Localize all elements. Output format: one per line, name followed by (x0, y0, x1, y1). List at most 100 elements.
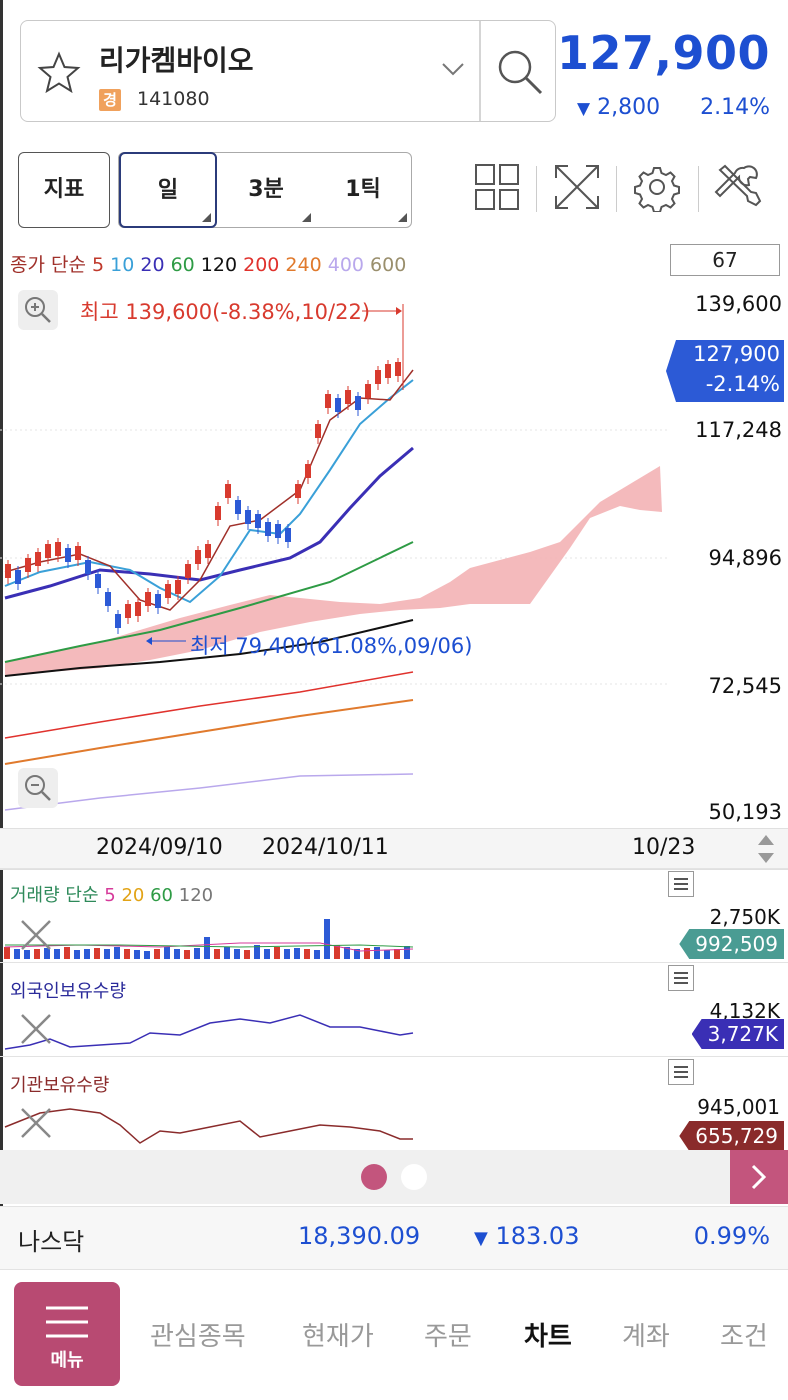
institution-holdings-panel[interactable]: 기관보유수량 945,001 655,729 (0, 1056, 788, 1151)
price-chart[interactable] (0, 280, 668, 828)
volume-bar (94, 948, 100, 959)
next-page-button[interactable] (730, 1150, 788, 1204)
period-3min-button[interactable]: 3분 (217, 153, 315, 226)
search-icon[interactable] (495, 47, 545, 101)
page-indicator (0, 1150, 788, 1204)
date-axis[interactable]: 2024/09/10 2024/10/11 10/23 (0, 828, 788, 870)
period-1tick-label: 1틱 (345, 177, 381, 202)
ma-legend[interactable]: 종가 단순 5 10 20 60 120 200 240 400 600 (10, 250, 406, 277)
panel-menu-icon[interactable] (668, 871, 694, 897)
panel-menu-icon[interactable] (668, 965, 694, 991)
candle-body (35, 552, 41, 566)
nav-chart[interactable]: 차트 (524, 1322, 572, 1352)
volume-period-5[interactable]: 5 (104, 885, 116, 906)
gear-icon[interactable] (634, 162, 680, 216)
institution-current: 655,729 (679, 1121, 784, 1151)
volume-period-list: 5 20 60 120 (104, 885, 213, 906)
volume-bar (344, 947, 350, 959)
candle-body (135, 602, 141, 616)
candle-body (75, 546, 81, 560)
nav-current-price[interactable]: 현재가 (302, 1322, 374, 1352)
bottom-navigation (0, 1270, 788, 1400)
volume-panel[interactable]: 거래량 단순 5 20 60 120 2,750K 992,509 (0, 868, 788, 961)
candle-body (165, 584, 171, 598)
close-panel-icon[interactable] (18, 1105, 54, 1145)
index-ticker[interactable] (0, 1206, 788, 1270)
volume-period-20[interactable]: 20 (115, 885, 145, 906)
stock-search-box[interactable]: 리가켐바이오 경 141080 (20, 20, 556, 122)
ma-period-5[interactable]: 5 (92, 254, 105, 276)
zoom-in-icon[interactable] (18, 290, 58, 334)
volume-bar (274, 947, 280, 959)
close-panel-icon[interactable] (18, 1011, 54, 1051)
foreign-holdings-panel[interactable]: 외국인보유수량 4,132K 3,727K (0, 962, 788, 1055)
volume-title: 거래량 (10, 885, 60, 906)
favorite-star-icon[interactable] (37, 51, 81, 99)
candle-body (245, 510, 251, 524)
institution-chart (4, 1108, 413, 1144)
candle-body (125, 604, 131, 618)
volume-bar (204, 937, 210, 959)
volume-period-120[interactable]: 120 (173, 885, 214, 906)
volume-bar (144, 951, 150, 959)
page-dot[interactable] (401, 1164, 427, 1190)
ma-counter[interactable]: 67 (670, 244, 780, 276)
fullscreen-icon[interactable] (552, 162, 602, 216)
ma-period-60[interactable]: 60 (164, 254, 195, 276)
volume-period-60[interactable]: 60 (144, 885, 174, 906)
market-badge: 경 (99, 89, 121, 111)
stock-name[interactable]: 리가켐바이오 (99, 44, 254, 77)
index-change: ▼ 183.03 (474, 1222, 579, 1250)
menu-button[interactable]: 메뉴 (14, 1282, 120, 1386)
ma-period-20[interactable]: 20 (134, 254, 165, 276)
zoom-out-icon[interactable] (18, 768, 58, 812)
candle-body (235, 500, 241, 514)
period-1tick-button[interactable]: 1틱 (315, 153, 411, 226)
nav-account[interactable]: 계좌 (622, 1322, 670, 1352)
candle-body (85, 560, 91, 574)
price-tick: 50,193 (708, 800, 782, 824)
volume-bar (364, 948, 370, 959)
volume-bar (334, 945, 340, 959)
scroll-updown-icon[interactable] (756, 833, 776, 869)
low-annotation: 최저 79,400(61.08%,09/06) (190, 634, 473, 658)
volume-bar (374, 947, 380, 959)
price-change-row: ▼ 2,800 2.14% (577, 95, 770, 120)
institution-title: 기관보유수량 (10, 1075, 110, 1096)
ma-period-120[interactable]: 120 (194, 254, 238, 276)
volume-bar (34, 949, 40, 959)
candle-body (375, 370, 381, 384)
ma-period-240[interactable]: 240 (279, 254, 322, 276)
close-panel-icon[interactable] (18, 917, 54, 957)
period-day-button[interactable]: 일 (119, 152, 217, 228)
current-price: 127,900 (556, 26, 770, 80)
grid-layout-icon[interactable] (474, 162, 520, 216)
panel-menu-icon[interactable] (668, 1059, 694, 1085)
price-tick: 117,248 (695, 418, 782, 442)
candle-body (295, 484, 301, 498)
volume-bar (124, 949, 130, 959)
nav-order[interactable]: 주문 (424, 1322, 472, 1352)
period-3min-label: 3분 (248, 177, 284, 202)
chevron-down-icon[interactable] (439, 59, 467, 83)
page-dot-active[interactable] (361, 1164, 387, 1190)
ma-period-200[interactable]: 200 (237, 254, 280, 276)
toolbar-divider (616, 166, 617, 212)
nav-condition[interactable]: 조건 (720, 1322, 768, 1352)
ma-period-10[interactable]: 10 (104, 254, 135, 276)
ma-400-line (4, 773, 414, 811)
indicator-button[interactable]: 지표 (18, 152, 110, 228)
candle-body (265, 522, 271, 536)
index-rate: 0.99% (693, 1222, 770, 1250)
candle-body (255, 514, 261, 528)
ma-period-600[interactable]: 600 (364, 254, 407, 276)
candle-body (335, 398, 341, 412)
volume-bar (44, 948, 50, 959)
stock-code: 141080 (137, 88, 210, 110)
tools-icon[interactable] (714, 162, 762, 216)
nav-watchlist[interactable]: 관심종목 (150, 1322, 246, 1352)
volume-legend: 거래량 단순 5 20 60 120 (10, 881, 213, 907)
ma-period-400[interactable]: 400 (321, 254, 365, 276)
candle-body (105, 592, 111, 606)
menu-label: 메뉴 (50, 1350, 84, 1371)
